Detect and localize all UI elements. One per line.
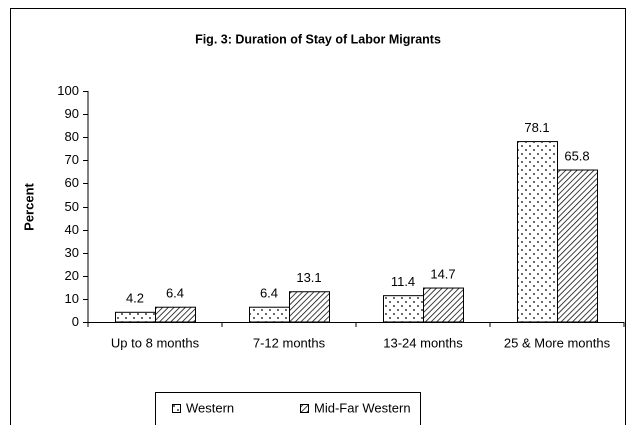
data-label: 6.4 <box>166 286 184 301</box>
y-tick-label: 100 <box>57 83 79 98</box>
y-tick-label: 30 <box>65 245 79 260</box>
data-label: 78.1 <box>524 120 549 135</box>
data-label: 11.4 <box>391 274 415 289</box>
legend-swatch <box>172 404 181 413</box>
data-label: 13.1 <box>296 270 321 285</box>
y-tick-label: 60 <box>65 175 79 190</box>
bar <box>383 295 424 323</box>
data-label: 6.4 <box>260 286 278 301</box>
chart-title: Fig. 3: Duration of Stay of Labor Migran… <box>195 32 441 46</box>
legend-label: Western <box>186 400 234 415</box>
y-tick-label: 70 <box>65 152 79 167</box>
x-tick-label: Up to 8 months <box>111 335 200 350</box>
data-label: 65.8 <box>564 148 589 163</box>
x-tick-label: 13-24 months <box>383 335 463 350</box>
legend-box <box>155 392 421 425</box>
y-tick-label: 90 <box>65 106 79 121</box>
y-tick-label: 80 <box>65 129 79 144</box>
y-tick-label: 0 <box>72 314 79 329</box>
y-tick-label: 40 <box>65 222 79 237</box>
y-axis-label: Percent <box>21 182 36 230</box>
y-tick-label: 20 <box>65 268 79 283</box>
bar <box>423 287 464 323</box>
bar <box>517 141 558 323</box>
legend-label: Mid-Far Western <box>314 400 411 415</box>
x-tick-label: 25 & More months <box>504 335 611 350</box>
legend-swatch <box>300 404 309 413</box>
x-tick-label: 7-12 months <box>253 335 326 350</box>
y-tick-label: 10 <box>65 291 79 306</box>
y-tick-label: 50 <box>65 199 79 214</box>
data-label: 14.7 <box>430 266 455 281</box>
bar <box>249 306 290 323</box>
bar <box>289 291 330 323</box>
bar <box>155 306 196 323</box>
bar <box>115 311 156 323</box>
data-label: 4.2 <box>126 291 144 306</box>
bar <box>557 169 598 323</box>
